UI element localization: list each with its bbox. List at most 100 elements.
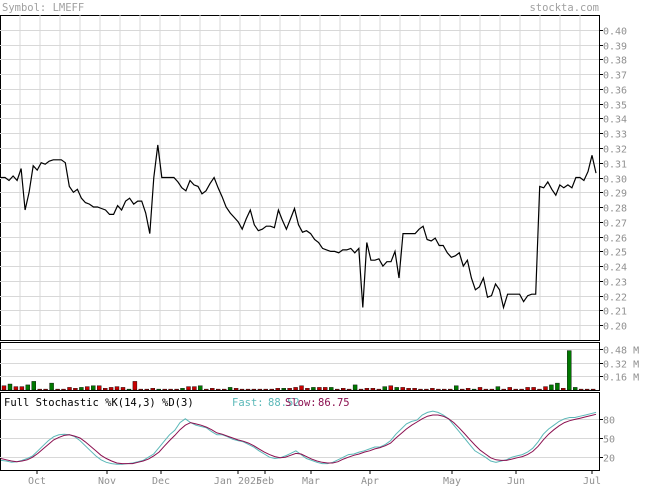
price-tick-label: 0.27 (603, 219, 627, 230)
slow-legend-label: Slow: (285, 397, 317, 409)
volume-bar (150, 388, 156, 391)
volume-bar (138, 388, 144, 391)
volume-bar (108, 387, 114, 391)
volume-bar (132, 381, 138, 391)
price-tick-label: 0.29 (603, 189, 627, 200)
volume-bar (25, 384, 30, 391)
volume-bar (364, 388, 370, 391)
volume-bar (221, 388, 227, 391)
volume-bar (120, 387, 126, 391)
volume-bar (394, 387, 399, 391)
x-tick-label: Apr (361, 476, 379, 486)
volume-bar (198, 385, 203, 391)
volume-bar (168, 388, 173, 391)
volume-bar (281, 388, 286, 391)
stoch-tick-label: 80 (603, 416, 615, 427)
price-tick-label: 0.36 (603, 86, 627, 97)
volume-bar (114, 386, 120, 391)
x-tick-label: Nov (98, 476, 116, 486)
volume-bar (424, 388, 429, 391)
price-tick-label: 0.21 (603, 307, 627, 318)
stoch-fast-line (0, 410, 597, 465)
price-tick-label: 0.39 (603, 42, 627, 53)
volume-bar (37, 388, 42, 391)
volume-bar (186, 386, 191, 391)
price-tick-label: 0.38 (603, 56, 627, 67)
price-tick-label: 0.33 (603, 130, 627, 141)
volume-bar (382, 386, 387, 391)
volume-bar (477, 387, 483, 391)
volume-bar (483, 388, 489, 391)
price-grid: 0.40 0.39 0.38 0.37 0.36 0.35 0.34 0.33 0.32 0.31… (0, 15, 627, 340)
volume-tick-label: 0.16 M (603, 373, 639, 384)
price-tick-label: 0.31 (603, 160, 627, 171)
volume-bar (460, 388, 465, 391)
volume-bar (102, 388, 108, 391)
volume-bar (96, 385, 102, 391)
volume-bar (507, 387, 512, 391)
stoch-slow-line (0, 413, 597, 465)
price-tick-label: 0.22 (603, 293, 627, 304)
volume-bar (162, 388, 167, 391)
price-tick-label: 0.32 (603, 145, 627, 156)
stoch-tick-label: 50 (603, 435, 615, 446)
stochastic-frame (0, 392, 600, 471)
volume-bar (341, 388, 346, 391)
volume-bar (412, 388, 417, 391)
volume-bar (555, 382, 560, 391)
volume-bar (335, 388, 340, 391)
price-series-line (1, 144, 597, 310)
volume-bar (192, 386, 197, 391)
volume-bar (251, 388, 257, 391)
volume-bar (436, 388, 441, 391)
x-tick-label: Oct (28, 476, 46, 486)
volume-bar (525, 387, 530, 391)
volume-bar (227, 387, 233, 391)
volume-bar (245, 388, 251, 391)
symbol-label: Symbol: LMEFF (2, 2, 84, 14)
volume-bar (269, 388, 274, 391)
x-tick-label: Jul (583, 476, 601, 486)
volume-bar (293, 387, 298, 391)
volume-bar (144, 388, 150, 391)
volume-bar (543, 386, 548, 391)
volume-bar (7, 383, 13, 391)
volume-bar (233, 388, 239, 391)
volume-bar (79, 387, 84, 391)
fast-legend-value: 88.52 (268, 397, 300, 409)
volume-bar (257, 388, 263, 391)
volume-bar (370, 388, 376, 391)
price-tick-label: 0.28 (603, 204, 627, 215)
volume-bar (49, 382, 54, 391)
volume-bar (317, 387, 322, 391)
volume-tick-label: 0.32 M (603, 360, 639, 371)
volume-bar (43, 388, 48, 391)
price-tick-label: 0.25 (603, 248, 627, 259)
price-tick-label: 0.30 (603, 175, 627, 186)
x-tick-label: Jan 2025 (214, 476, 262, 486)
volume-bar (31, 381, 36, 391)
volume-bar (19, 386, 25, 391)
volume-bar (454, 385, 459, 391)
volume-bar (239, 388, 245, 391)
volume-bar (418, 388, 423, 391)
volume-bar (513, 388, 518, 391)
volume-bar (126, 388, 132, 391)
volume-bar (573, 387, 578, 391)
volume-bar (442, 388, 447, 391)
volume-bar (561, 388, 566, 391)
volume-bar (531, 387, 536, 391)
volume-bar (13, 386, 19, 391)
volume-bar (578, 388, 584, 391)
price-tick-label: 0.26 (603, 234, 627, 245)
volume-bar (287, 388, 292, 391)
x-tick-label: Jun (507, 476, 525, 486)
x-tick-label: Mar (302, 476, 320, 486)
volume-bar (537, 388, 542, 391)
stoch-tick-label: 20 (603, 454, 615, 465)
volume-bar (174, 388, 179, 391)
volume-bar (584, 388, 590, 391)
volume-bar (323, 387, 328, 391)
volume-bar (156, 388, 161, 391)
